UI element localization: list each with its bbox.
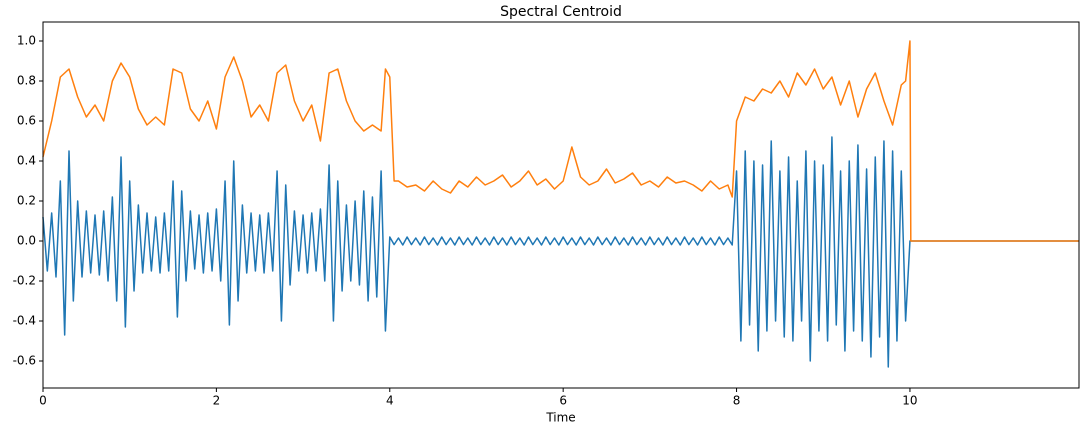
chart-title: Spectral Centroid [500,4,622,20]
line [42,40,1079,242]
y-tick-label: 0.4 [17,154,36,168]
x-tick-label: 10 [902,394,917,408]
x-tick-label: 0 [39,394,47,408]
y-tick-label: -0.2 [13,274,36,288]
line [42,136,1079,368]
y-tick-label: -0.6 [13,354,36,368]
x-tick-label: 6 [559,394,567,408]
plot-frame [42,21,1080,389]
x-tick-label: 2 [213,394,221,408]
x-tick-label: 4 [386,394,394,408]
y-tick-label: 0.2 [17,194,36,208]
y-tick-label: 1.0 [17,34,36,48]
y-tick-label: 0.8 [17,74,36,88]
x-tick-label: 8 [733,394,741,408]
y-tick-label: -0.4 [13,314,36,328]
x-axis-label: Time [545,411,575,425]
y-tick-label: 0.0 [17,234,36,248]
y-tick-label: 0.6 [17,114,36,128]
